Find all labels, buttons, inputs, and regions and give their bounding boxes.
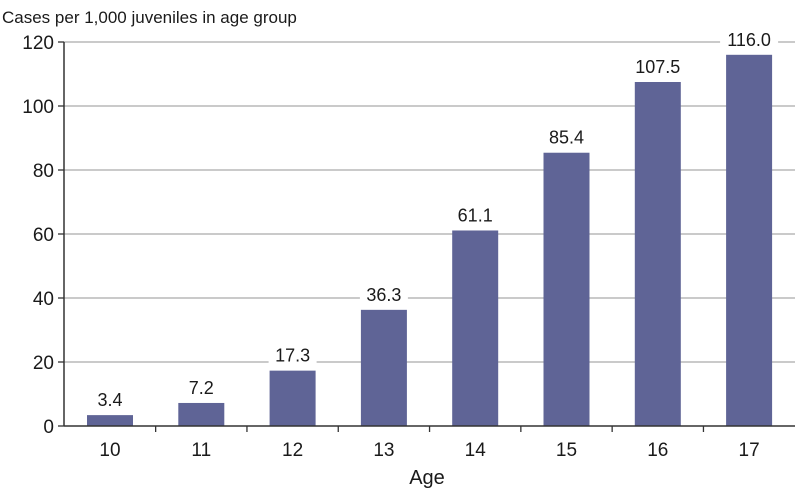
data-label-16: 107.5 bbox=[635, 57, 680, 77]
y-tick-label-120: 120 bbox=[22, 33, 54, 54]
y-tick-label-20: 20 bbox=[33, 353, 54, 374]
x-tick-label-16: 16 bbox=[647, 440, 668, 461]
y-tick-label-100: 100 bbox=[22, 97, 54, 118]
x-axis-title: Age bbox=[409, 467, 445, 489]
y-tick-label-40: 40 bbox=[33, 289, 54, 310]
data-label-bg-16 bbox=[628, 56, 687, 78]
bar-15 bbox=[543, 152, 590, 426]
x-tick-label-15: 15 bbox=[556, 440, 577, 461]
axes: 0 20 40 60 80 100 120 10 11 12 13 14 15 16 17 bbox=[22, 33, 795, 461]
bar-17 bbox=[726, 54, 773, 427]
data-label-bg-11 bbox=[182, 376, 221, 399]
bars bbox=[87, 54, 773, 427]
x-tick-label-17: 17 bbox=[739, 440, 760, 461]
data-labels: 3.4 7.2 17.3 36.3 61.1 85.4 107.5 116.0 bbox=[91, 28, 779, 412]
bar-12 bbox=[269, 370, 316, 426]
x-tick-label-13: 13 bbox=[373, 440, 394, 461]
y-tick-label-0: 0 bbox=[43, 417, 54, 438]
data-label-17: 116.0 bbox=[727, 30, 771, 50]
x-tick-label-11: 11 bbox=[191, 440, 211, 461]
grid-lines bbox=[64, 41, 795, 363]
bar-14 bbox=[452, 230, 499, 426]
y-tick-label-80: 80 bbox=[33, 161, 54, 182]
data-label-15: 85.4 bbox=[549, 128, 584, 148]
data-label-bg-15 bbox=[542, 126, 591, 149]
data-label-13: 36.3 bbox=[366, 285, 401, 305]
y-axis-title: Cases per 1,000 juveniles in age group bbox=[2, 8, 297, 27]
data-label-14: 61.1 bbox=[458, 205, 493, 225]
data-label-11: 7.2 bbox=[189, 378, 214, 398]
bar-13 bbox=[360, 309, 407, 426]
bar-10 bbox=[87, 415, 133, 426]
y-tick-label-60: 60 bbox=[33, 225, 54, 246]
x-tick-label-12: 12 bbox=[282, 440, 303, 461]
bar-11 bbox=[178, 402, 225, 426]
data-label-bg-17 bbox=[720, 28, 779, 51]
data-label-bg-10 bbox=[91, 389, 129, 412]
data-label-bg-12 bbox=[268, 344, 317, 367]
data-label-12: 17.3 bbox=[275, 346, 310, 366]
data-label-bg-14 bbox=[451, 204, 500, 227]
bar-16 bbox=[634, 82, 681, 426]
x-tick-label-14: 14 bbox=[465, 440, 487, 461]
x-tick-label-10: 10 bbox=[99, 440, 120, 461]
data-label-10: 3.4 bbox=[97, 390, 122, 410]
data-label-bg-13 bbox=[359, 283, 408, 306]
